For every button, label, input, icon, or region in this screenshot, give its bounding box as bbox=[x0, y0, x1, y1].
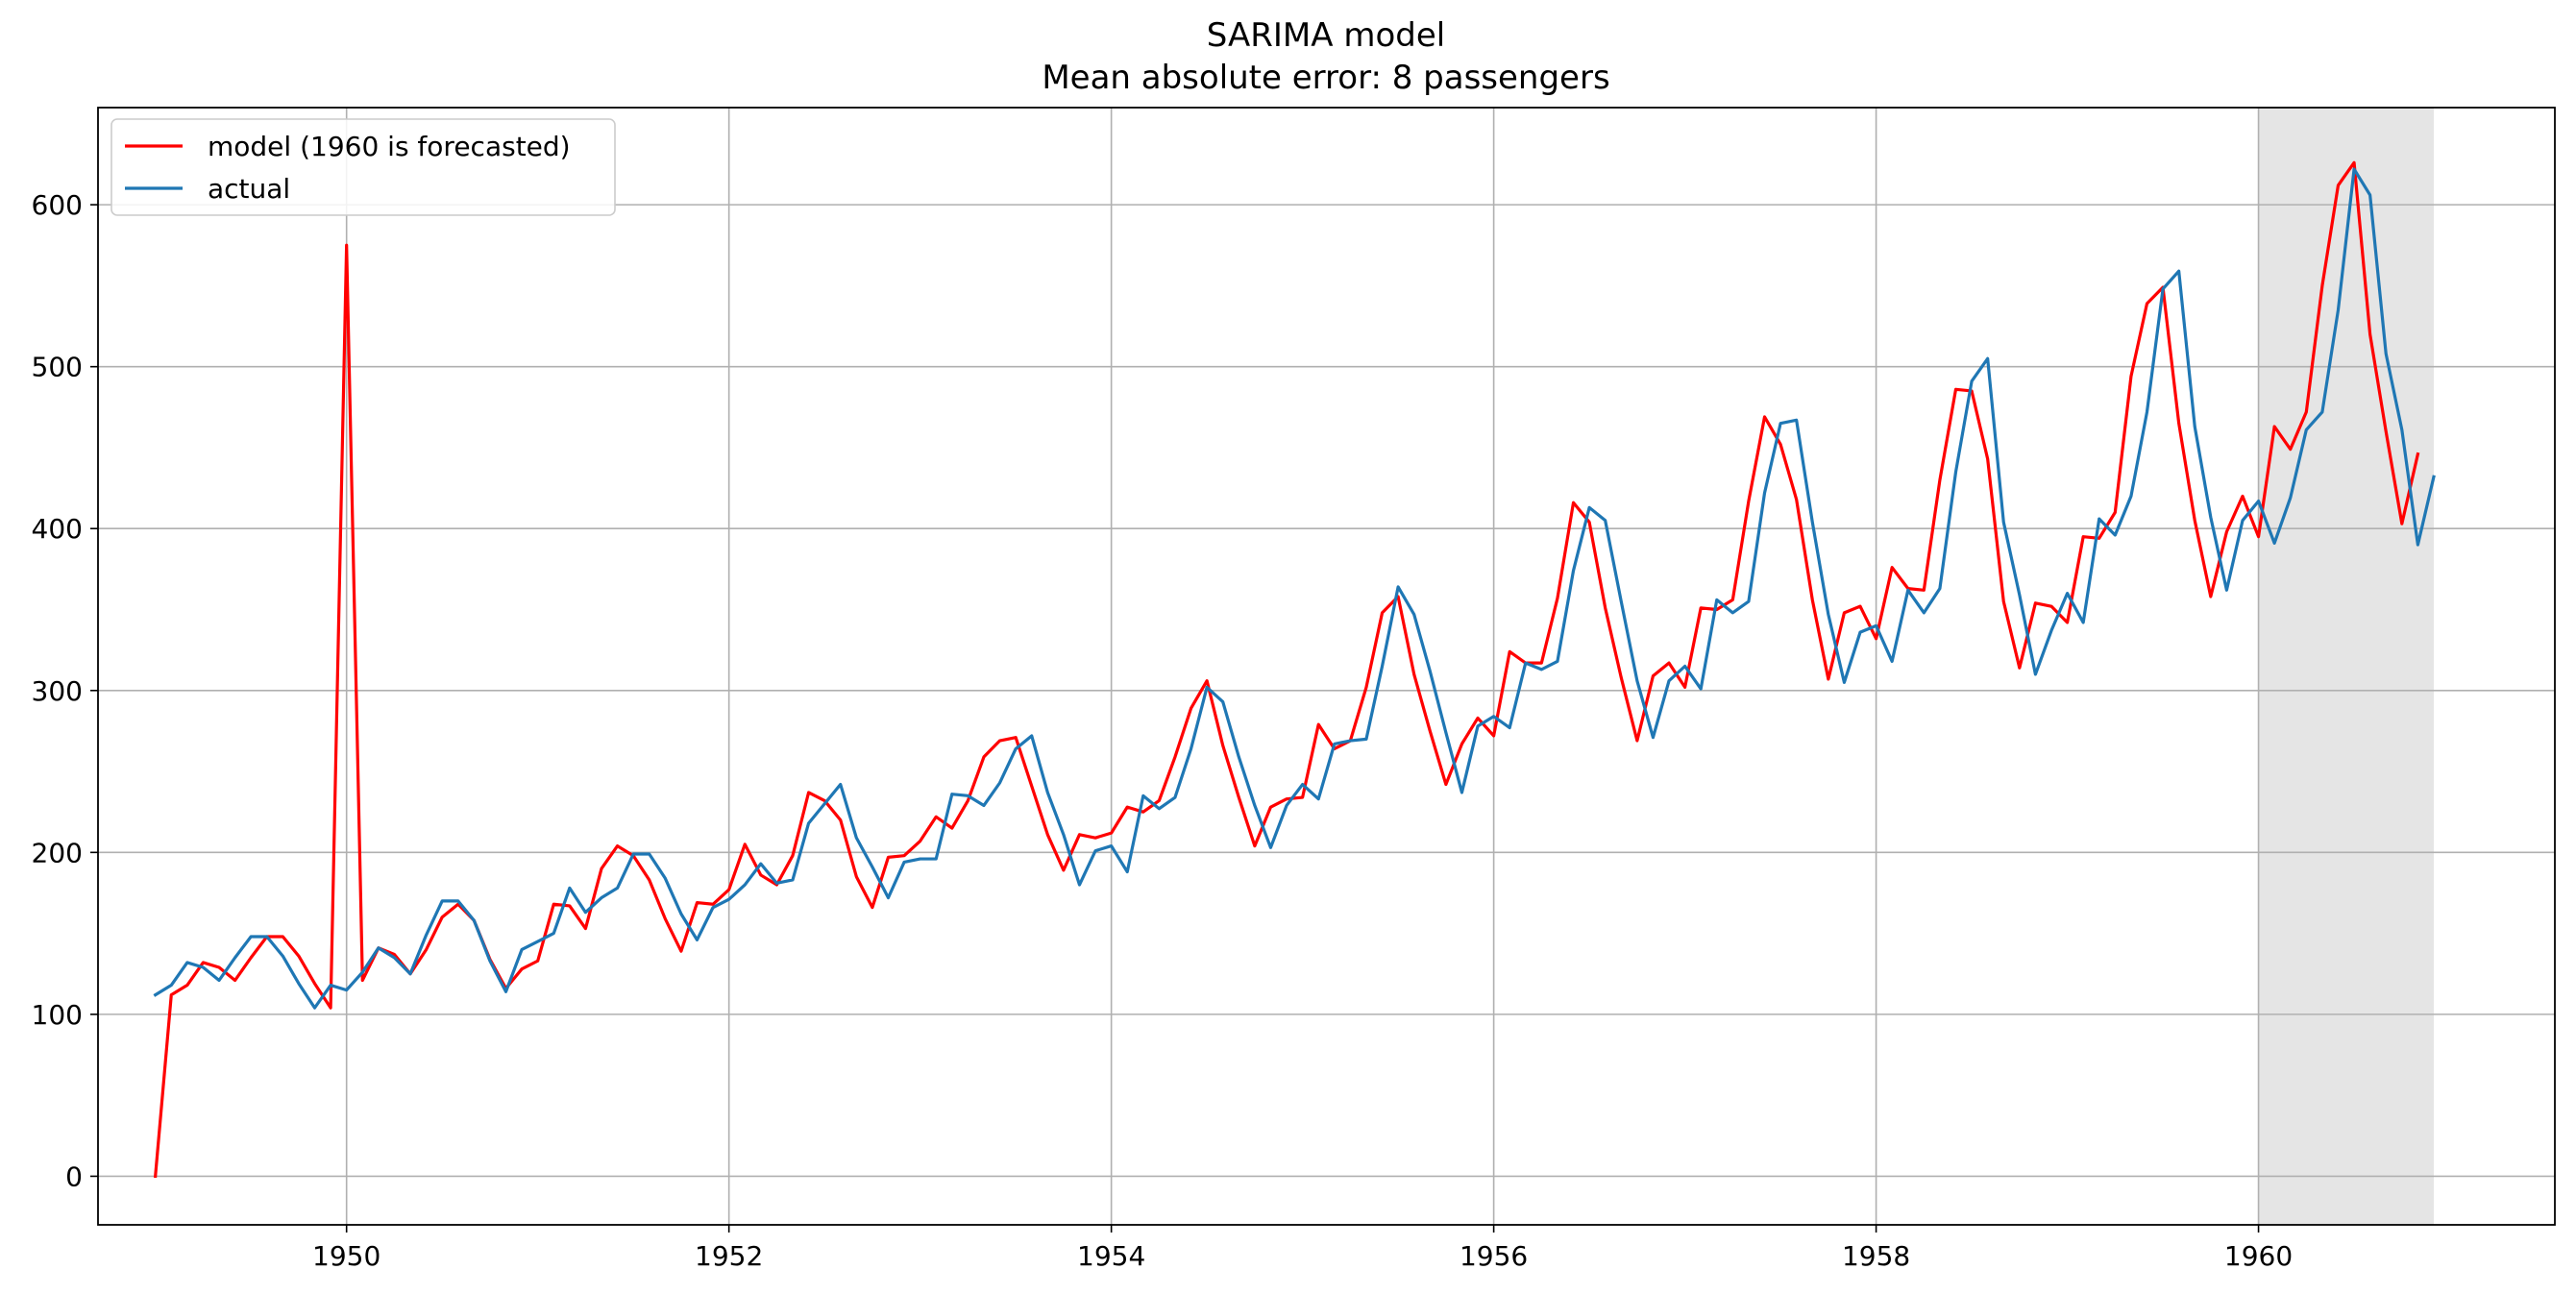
chart-subtitle: Mean absolute error: 8 passengers bbox=[1042, 59, 1609, 97]
legend-label-actual: actual bbox=[208, 173, 290, 205]
y-tick-label: 400 bbox=[32, 513, 83, 545]
y-tick-label: 100 bbox=[32, 999, 83, 1031]
x-tick-label: 1950 bbox=[312, 1240, 380, 1272]
x-tick-label: 1956 bbox=[1460, 1240, 1528, 1272]
y-tick-label: 500 bbox=[32, 352, 83, 383]
x-tick-label: 1960 bbox=[2224, 1240, 2293, 1272]
x-tick-label: 1954 bbox=[1077, 1240, 1145, 1272]
y-tick-label: 0 bbox=[65, 1160, 83, 1192]
x-tick-label: 1952 bbox=[695, 1240, 763, 1272]
plot-area: 1950 1952 1954 1956 1958 1960 0 100 200 300 400 500… bbox=[32, 107, 2556, 1272]
y-tick-label: 300 bbox=[32, 675, 83, 707]
legend-label-model: model (1960 is forecasted) bbox=[208, 131, 571, 162]
y-tick-label: 600 bbox=[32, 189, 83, 221]
legend-box bbox=[110, 118, 616, 216]
chart-title: SARIMA model bbox=[1207, 16, 1445, 55]
forecast-region bbox=[2258, 108, 2434, 1225]
x-tick-label: 1958 bbox=[1842, 1240, 1910, 1272]
axes-frame bbox=[97, 107, 2556, 1226]
series-line-actual bbox=[153, 167, 2436, 1010]
y-tick-label: 200 bbox=[32, 837, 83, 868]
series-line-model bbox=[153, 160, 2420, 1179]
